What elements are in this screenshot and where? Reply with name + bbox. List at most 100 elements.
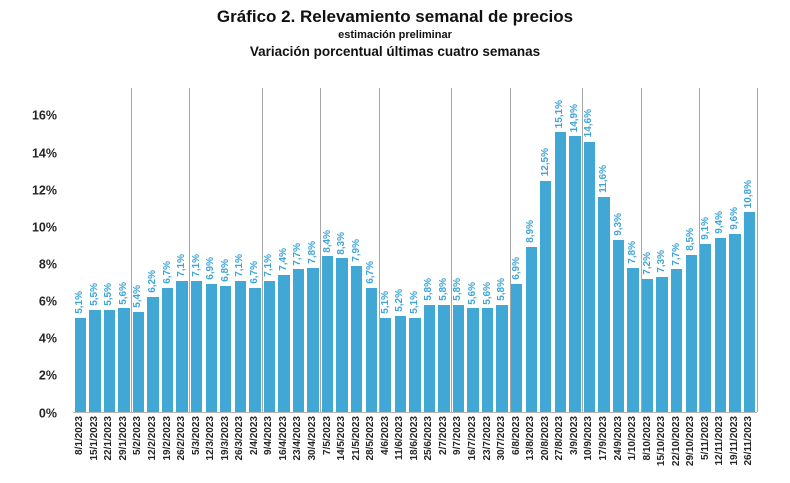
bar-value-label: 12,5% bbox=[539, 148, 551, 177]
bar bbox=[190, 280, 203, 412]
bar bbox=[583, 141, 596, 412]
bar-value-label: 5,6% bbox=[467, 281, 479, 305]
chart-subtitle: estimación preliminar bbox=[338, 29, 452, 42]
x-axis-label: 17/9/2023 bbox=[597, 416, 609, 461]
bar-column: 5,1% 4/6/2023 bbox=[378, 88, 393, 455]
x-axis-label: 19/11/2023 bbox=[728, 416, 740, 466]
y-axis-label: 10% bbox=[31, 220, 57, 235]
bar-column: 7,1% 9/4/2023 bbox=[262, 88, 277, 455]
bar-value-label: 14,6% bbox=[583, 109, 595, 138]
month-separator-line bbox=[757, 88, 758, 412]
bar bbox=[409, 317, 421, 412]
bar bbox=[423, 304, 436, 412]
bar-column: 14,9% 3/9/2023 bbox=[568, 88, 583, 455]
bar-value-label: 6,9% bbox=[510, 257, 522, 281]
bar-value-label: 7,8% bbox=[627, 240, 639, 264]
x-axis-label: 16/7/2023 bbox=[467, 416, 479, 461]
month-separator-line bbox=[509, 88, 511, 412]
bar bbox=[525, 247, 537, 412]
x-axis-label: 22/10/2023 bbox=[670, 416, 682, 467]
bar-value-label: 9,4% bbox=[714, 211, 726, 234]
bar-column: 5,6% 23/7/2023 bbox=[480, 88, 495, 461]
bar bbox=[336, 258, 348, 412]
bar bbox=[350, 265, 363, 412]
y-axis-label: 14% bbox=[31, 145, 57, 160]
y-axis-label: 2% bbox=[38, 368, 57, 383]
bar-column: 8,9% 13/8/2023 bbox=[524, 88, 539, 461]
bar-column: 7,8% 30/4/2023 bbox=[306, 88, 321, 461]
month-separator-line bbox=[698, 88, 700, 412]
bar bbox=[743, 212, 756, 412]
bar-value-label: 9,1% bbox=[699, 216, 711, 240]
bar-column: 6,7% 28/5/2023 bbox=[364, 88, 379, 461]
bar bbox=[205, 284, 217, 412]
month-separator-line bbox=[131, 88, 133, 412]
bar bbox=[321, 256, 334, 412]
x-axis-label: 8/1/2023 bbox=[74, 416, 86, 455]
bar-value-label: 7,8% bbox=[307, 240, 319, 264]
bar bbox=[89, 310, 101, 412]
y-axis-label: 16% bbox=[31, 108, 57, 123]
bar-value-label: 5,8% bbox=[437, 277, 449, 301]
y-axis-label: 4% bbox=[38, 331, 57, 346]
bar bbox=[598, 197, 610, 412]
bar-value-label: 8,5% bbox=[685, 227, 697, 251]
x-axis-label: 16/4/2023 bbox=[277, 416, 289, 461]
bar bbox=[380, 317, 392, 412]
bar bbox=[496, 304, 508, 412]
bar-column: 5,2% 11/6/2023 bbox=[393, 88, 408, 460]
month-separator-line bbox=[262, 88, 264, 412]
bar bbox=[234, 280, 246, 412]
bar bbox=[481, 308, 494, 412]
x-axis-label: 4/6/2023 bbox=[379, 416, 391, 455]
month-separator-line bbox=[320, 88, 322, 412]
bar-value-label: 6,9% bbox=[205, 257, 217, 281]
bar-column: 5,1% 8/1/2023 bbox=[73, 88, 88, 455]
bar-value-label: 8,3% bbox=[336, 231, 348, 255]
bar bbox=[147, 297, 159, 412]
bar-column: 5,6% 16/7/2023 bbox=[466, 88, 481, 461]
bar-column: 12,5% 20/8/2023 bbox=[539, 88, 554, 461]
bar bbox=[554, 132, 566, 412]
bar bbox=[729, 234, 741, 412]
bar bbox=[220, 286, 232, 412]
bar bbox=[685, 254, 697, 412]
bar-column: 15,1% 27/8/2023 bbox=[553, 88, 568, 461]
bar bbox=[714, 237, 727, 412]
bar-value-label: 5,2% bbox=[394, 288, 406, 312]
bar bbox=[700, 243, 712, 412]
bar-column: 6,9% 6/8/2023 bbox=[509, 88, 524, 455]
bar-column: 5,8% 30/7/2023 bbox=[495, 88, 510, 461]
bar bbox=[540, 180, 552, 412]
chart-title: Gráfico 2. Relevamiento semanal de preci… bbox=[216, 7, 574, 26]
bar bbox=[671, 269, 683, 412]
bar-value-label: 7,7% bbox=[670, 242, 682, 266]
bar-value-label: 11,6% bbox=[597, 165, 609, 194]
bar-column: 9,1% 5/11/2023 bbox=[699, 88, 714, 460]
bar-value-label: 9,6% bbox=[728, 207, 740, 231]
bar-column: 7,1% 5/3/2023 bbox=[189, 88, 204, 455]
bar-column: 6,2% 12/2/2023 bbox=[146, 88, 161, 461]
y-axis-label: 0% bbox=[38, 405, 57, 420]
bar bbox=[467, 308, 479, 412]
bar-column: 7,1% 26/3/2023 bbox=[233, 88, 248, 461]
x-axis-label: 9/7/2023 bbox=[452, 416, 464, 455]
bar bbox=[132, 312, 145, 412]
bars: 5,1% 8/1/2023 5,5% 15/1/2023 5,5% 22/1/2023 5,… bbox=[73, 88, 758, 466]
bar-value-label: 6,7% bbox=[161, 261, 173, 284]
bar-value-label: 14,9% bbox=[568, 103, 580, 133]
x-axis-label: 19/2/2023 bbox=[161, 416, 173, 461]
bar-value-label: 7,1% bbox=[176, 253, 188, 277]
bar-value-label: 5,1% bbox=[74, 290, 86, 314]
month-separator-line bbox=[582, 88, 584, 412]
x-axis-label: 26/3/2023 bbox=[234, 416, 246, 461]
bar-column: 7,1% 26/2/2023 bbox=[175, 88, 190, 461]
bar bbox=[103, 310, 116, 412]
bar-value-label: 7,1% bbox=[190, 253, 202, 277]
bar bbox=[365, 287, 377, 412]
bar-column: 7,2% 8/10/2023 bbox=[640, 88, 655, 461]
bar-column: 8,3% 14/5/2023 bbox=[335, 88, 350, 461]
bar-column: 7,8% 1/10/2023 bbox=[626, 88, 641, 461]
bar-value-label: 5,8% bbox=[452, 277, 464, 301]
bar-column: 5,5% 22/1/2023 bbox=[102, 88, 117, 461]
